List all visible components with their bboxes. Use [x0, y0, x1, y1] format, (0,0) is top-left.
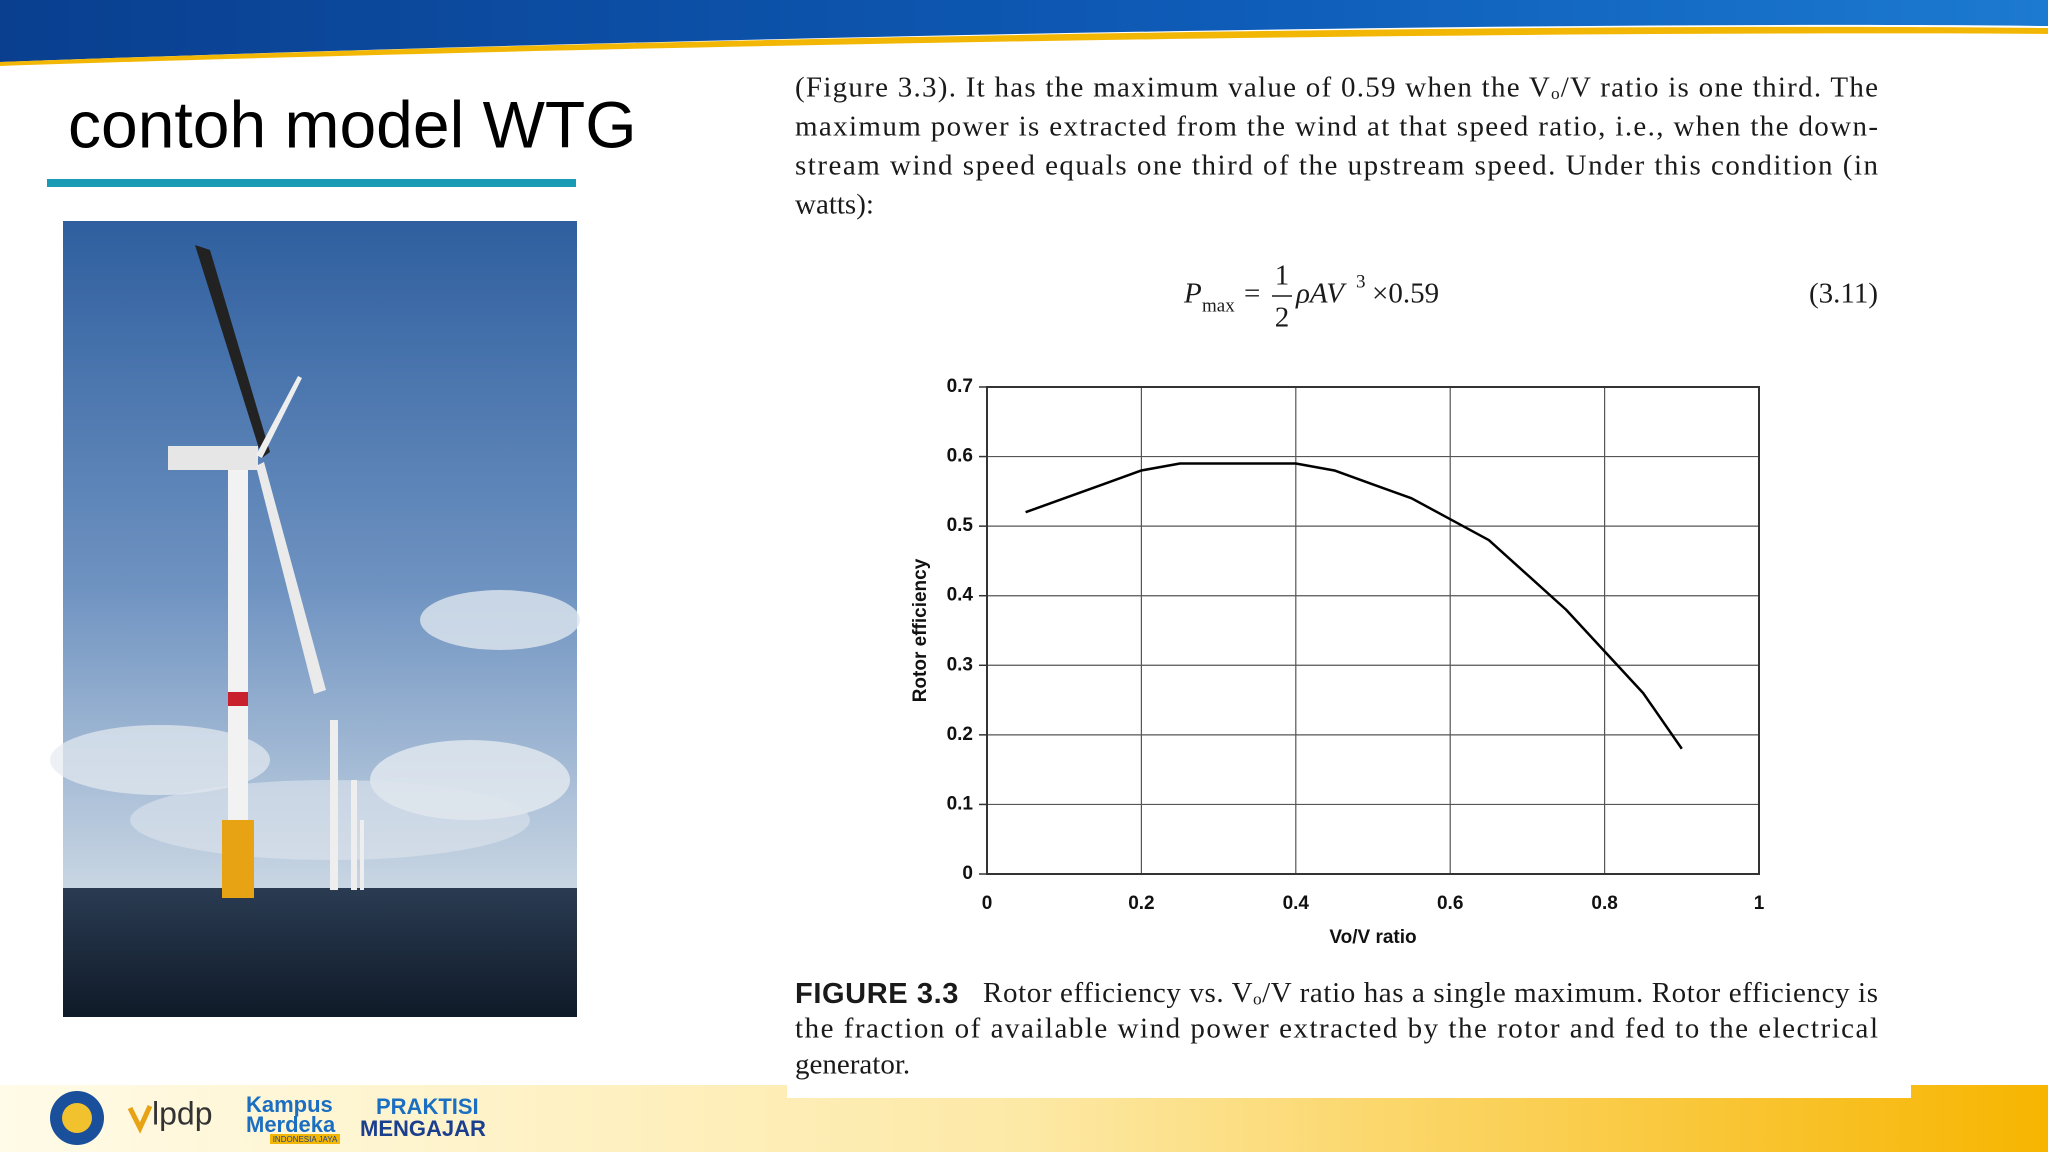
x-tick-label: 0.8 — [1591, 893, 1617, 914]
y-tick-label: 0.1 — [947, 793, 974, 814]
eq-exponent: 3 — [1356, 271, 1366, 292]
emblem-center — [62, 1103, 92, 1133]
caption: FIGURE 3.3 Rotor efficiency vs. Vₒ/V rati… — [795, 977, 1878, 1081]
logo-ribbon — [270, 1134, 340, 1144]
paragraph-line: watts): — [795, 189, 874, 221]
y-axis-label: Rotor efficiency — [910, 558, 931, 702]
y-tick-label: 0.4 — [947, 585, 974, 606]
logo-lpdp: lpdp — [152, 1095, 213, 1131]
title-underline — [47, 179, 576, 187]
caption-line: generator. — [795, 1049, 910, 1081]
plot-frame — [986, 386, 1760, 875]
excerpt-panel — [787, 60, 1911, 1098]
equation: P max = 1 2 ρAV 3 ×0.59 (3.11) — [1183, 260, 1878, 334]
x-tick-label: 0 — [982, 893, 993, 914]
slide-title: contoh model WTG — [68, 87, 637, 161]
lpdp-mark — [127, 1104, 153, 1134]
chart: 0 0.1 0.2 0.3 0.4 0.5 0.6 0.7 0 0.2 0.4 0.6 0.8 1 Vo/V… — [910, 376, 1765, 948]
eq-symbol: P — [1183, 278, 1202, 310]
eq-equals: = — [1244, 278, 1260, 310]
eq-factor: ×0.59 — [1372, 278, 1439, 310]
logo-merdeka: Merdeka — [246, 1112, 336, 1137]
caption-line: FIGURE 3.3 Rotor efficiency vs. Vₒ/V rati… — [795, 977, 1878, 1010]
efficiency-curve — [1025, 462, 1683, 750]
banner-stripe — [0, 26, 2048, 66]
caption-line: the fraction of available wind power ext… — [795, 1013, 1878, 1045]
logo-praktisi: PRAKTISI — [376, 1094, 479, 1119]
x-tick-label: 1 — [1754, 893, 1765, 914]
logo-mengajar: MENGAJAR — [360, 1116, 486, 1141]
y-tick-label: 0.3 — [947, 654, 973, 675]
x-axis-label: Vo/V ratio — [1329, 927, 1416, 948]
eq-term: ρAV — [1295, 278, 1347, 310]
x-tick-label: 0.4 — [1283, 893, 1310, 914]
footer-logos: lpdp Kampus Merdeka INDONESIA JAYA PRAKT… — [50, 1091, 486, 1145]
paragraph-line: (Figure 3.3). It has the maximum value o… — [795, 72, 1878, 104]
logo-indonesia-jaya: INDONESIA JAYA — [273, 1135, 338, 1144]
x-tick-label: 0.6 — [1437, 893, 1463, 914]
eq-numerator: 1 — [1275, 260, 1290, 292]
y-tick-label: 0.5 — [947, 515, 974, 536]
caption-text: Rotor efficiency vs. Vₒ/V ratio has a si… — [983, 977, 1878, 1009]
turbine-photo — [50, 221, 580, 1017]
eq-subscript: max — [1202, 295, 1235, 316]
paragraph-line: maximum power is extracted from the wind… — [795, 111, 1878, 143]
eq-denominator: 2 — [1275, 302, 1290, 334]
y-tick-label: 0.7 — [947, 376, 973, 397]
logo-kampus: Kampus — [246, 1092, 333, 1117]
top-banner — [0, 0, 2048, 62]
paragraph-line: stream wind speed equals one third of th… — [795, 150, 1879, 182]
caption-label: FIGURE 3.3 — [795, 978, 958, 1010]
x-tick-label: 0.2 — [1128, 893, 1154, 914]
eq-number: (3.11) — [1809, 278, 1878, 310]
y-tick-label: 0.2 — [947, 724, 973, 745]
y-tick-label: 0 — [962, 863, 973, 884]
y-tick-label: 0.6 — [947, 446, 973, 467]
